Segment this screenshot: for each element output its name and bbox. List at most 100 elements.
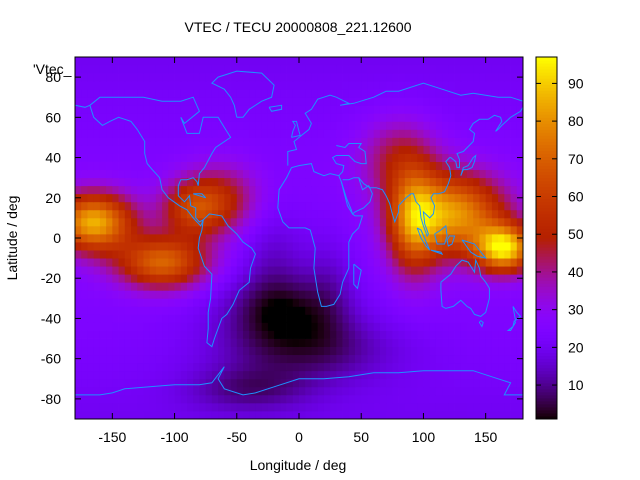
heatmap-cell xyxy=(373,121,381,130)
heatmap-cell xyxy=(411,354,418,364)
heatmap-cell xyxy=(379,298,387,307)
heatmap-cell xyxy=(491,242,499,251)
heatmap-cell xyxy=(485,161,493,171)
heatmap-cell xyxy=(131,233,138,243)
colorbar-segment xyxy=(536,277,557,281)
heatmap-cell xyxy=(162,209,169,219)
heatmap-cell xyxy=(473,330,480,339)
heatmap-cell xyxy=(118,314,126,323)
heatmap-cell xyxy=(261,306,269,315)
heatmap-cell xyxy=(112,145,119,154)
colorbar-segment xyxy=(536,171,557,176)
heatmap-cell xyxy=(180,250,188,259)
heatmap-cell xyxy=(305,201,312,211)
heatmap-cell xyxy=(131,354,138,364)
heatmap-cell xyxy=(467,394,474,404)
heatmap-cell xyxy=(398,250,406,259)
heatmap-cell xyxy=(137,97,144,106)
heatmap-cell xyxy=(149,161,157,171)
heatmap-cell xyxy=(174,73,182,82)
heatmap-cell xyxy=(361,274,368,283)
heatmap-cell xyxy=(149,354,157,364)
heatmap-cell xyxy=(99,161,107,171)
coastline xyxy=(430,249,444,256)
heatmap-cell xyxy=(417,378,424,388)
heatmap-cell xyxy=(342,298,350,307)
heatmap-cell xyxy=(336,137,343,146)
heatmap-cell xyxy=(274,314,281,323)
heatmap-cell xyxy=(292,217,300,227)
heatmap-cell xyxy=(230,314,238,323)
heatmap-cell xyxy=(479,378,487,388)
heatmap-cell xyxy=(379,57,387,66)
heatmap-cell xyxy=(404,338,412,347)
heatmap-cell xyxy=(124,177,132,187)
heatmap-cell xyxy=(373,346,381,356)
heatmap-cell xyxy=(218,121,225,130)
heatmap-cell xyxy=(143,314,151,323)
heatmap-cell xyxy=(118,266,126,275)
heatmap-cell xyxy=(373,129,381,138)
heatmap-cell xyxy=(274,274,281,283)
heatmap-cell xyxy=(81,169,88,179)
heatmap-cell xyxy=(162,402,169,412)
heatmap-cell xyxy=(131,378,138,388)
heatmap-cell xyxy=(317,161,325,171)
heatmap-cell xyxy=(286,266,294,275)
heatmap-cell xyxy=(280,201,287,211)
heatmap-cell xyxy=(211,298,219,307)
heatmap-cell xyxy=(180,129,188,138)
heatmap-cell xyxy=(504,65,511,74)
heatmap-cell xyxy=(516,402,524,412)
heatmap-cell xyxy=(112,306,119,315)
heatmap-cell xyxy=(187,105,194,114)
heatmap-cell xyxy=(243,121,250,130)
heatmap-cell xyxy=(330,314,337,323)
heatmap-cell xyxy=(411,129,418,138)
heatmap-cell xyxy=(292,306,300,315)
heatmap-cell xyxy=(392,65,399,74)
heatmap-cell xyxy=(379,209,387,219)
heatmap-cell xyxy=(112,185,119,195)
heatmap-cell xyxy=(342,185,350,195)
heatmap-cell xyxy=(211,266,219,275)
heatmap-cell xyxy=(442,81,449,90)
heatmap-cell xyxy=(187,161,194,171)
heatmap-cell xyxy=(311,402,319,412)
heatmap-cell xyxy=(280,370,287,380)
coastline xyxy=(211,70,275,118)
heatmap-cell xyxy=(498,298,505,307)
heatmap-cell xyxy=(124,97,132,106)
heatmap-cell xyxy=(516,298,524,307)
heatmap-cell xyxy=(230,209,238,219)
heatmap-cell xyxy=(205,258,213,267)
heatmap-cell xyxy=(118,242,126,251)
heatmap-cell xyxy=(193,330,200,339)
heatmap-cell xyxy=(205,233,213,243)
heatmap-cell xyxy=(398,169,406,179)
heatmap-cell xyxy=(379,129,387,138)
heatmap-cell xyxy=(417,394,424,404)
heatmap-cell xyxy=(280,346,287,356)
heatmap-cell xyxy=(367,201,375,211)
heatmap-cell xyxy=(236,169,244,179)
heatmap-cell xyxy=(417,306,424,315)
heatmap-cell xyxy=(274,410,281,420)
heatmap-cell xyxy=(305,282,312,291)
heatmap-cell xyxy=(460,402,468,412)
heatmap-cell xyxy=(143,274,151,283)
heatmap-cell xyxy=(106,250,113,259)
heatmap-cell xyxy=(155,145,163,154)
heatmap-cell xyxy=(348,217,356,227)
colorbar-segment xyxy=(536,114,557,118)
heatmap-cell xyxy=(342,137,350,146)
heatmap-cell xyxy=(93,113,101,122)
heatmap-cell xyxy=(398,378,406,388)
heatmap-cell xyxy=(510,121,518,130)
heatmap-cell xyxy=(417,89,424,98)
heatmap-cell xyxy=(137,201,144,211)
heatmap-cell xyxy=(180,386,188,396)
heatmap-cell xyxy=(417,153,424,162)
heatmap-cell xyxy=(155,177,163,187)
heatmap-cell xyxy=(292,89,300,98)
